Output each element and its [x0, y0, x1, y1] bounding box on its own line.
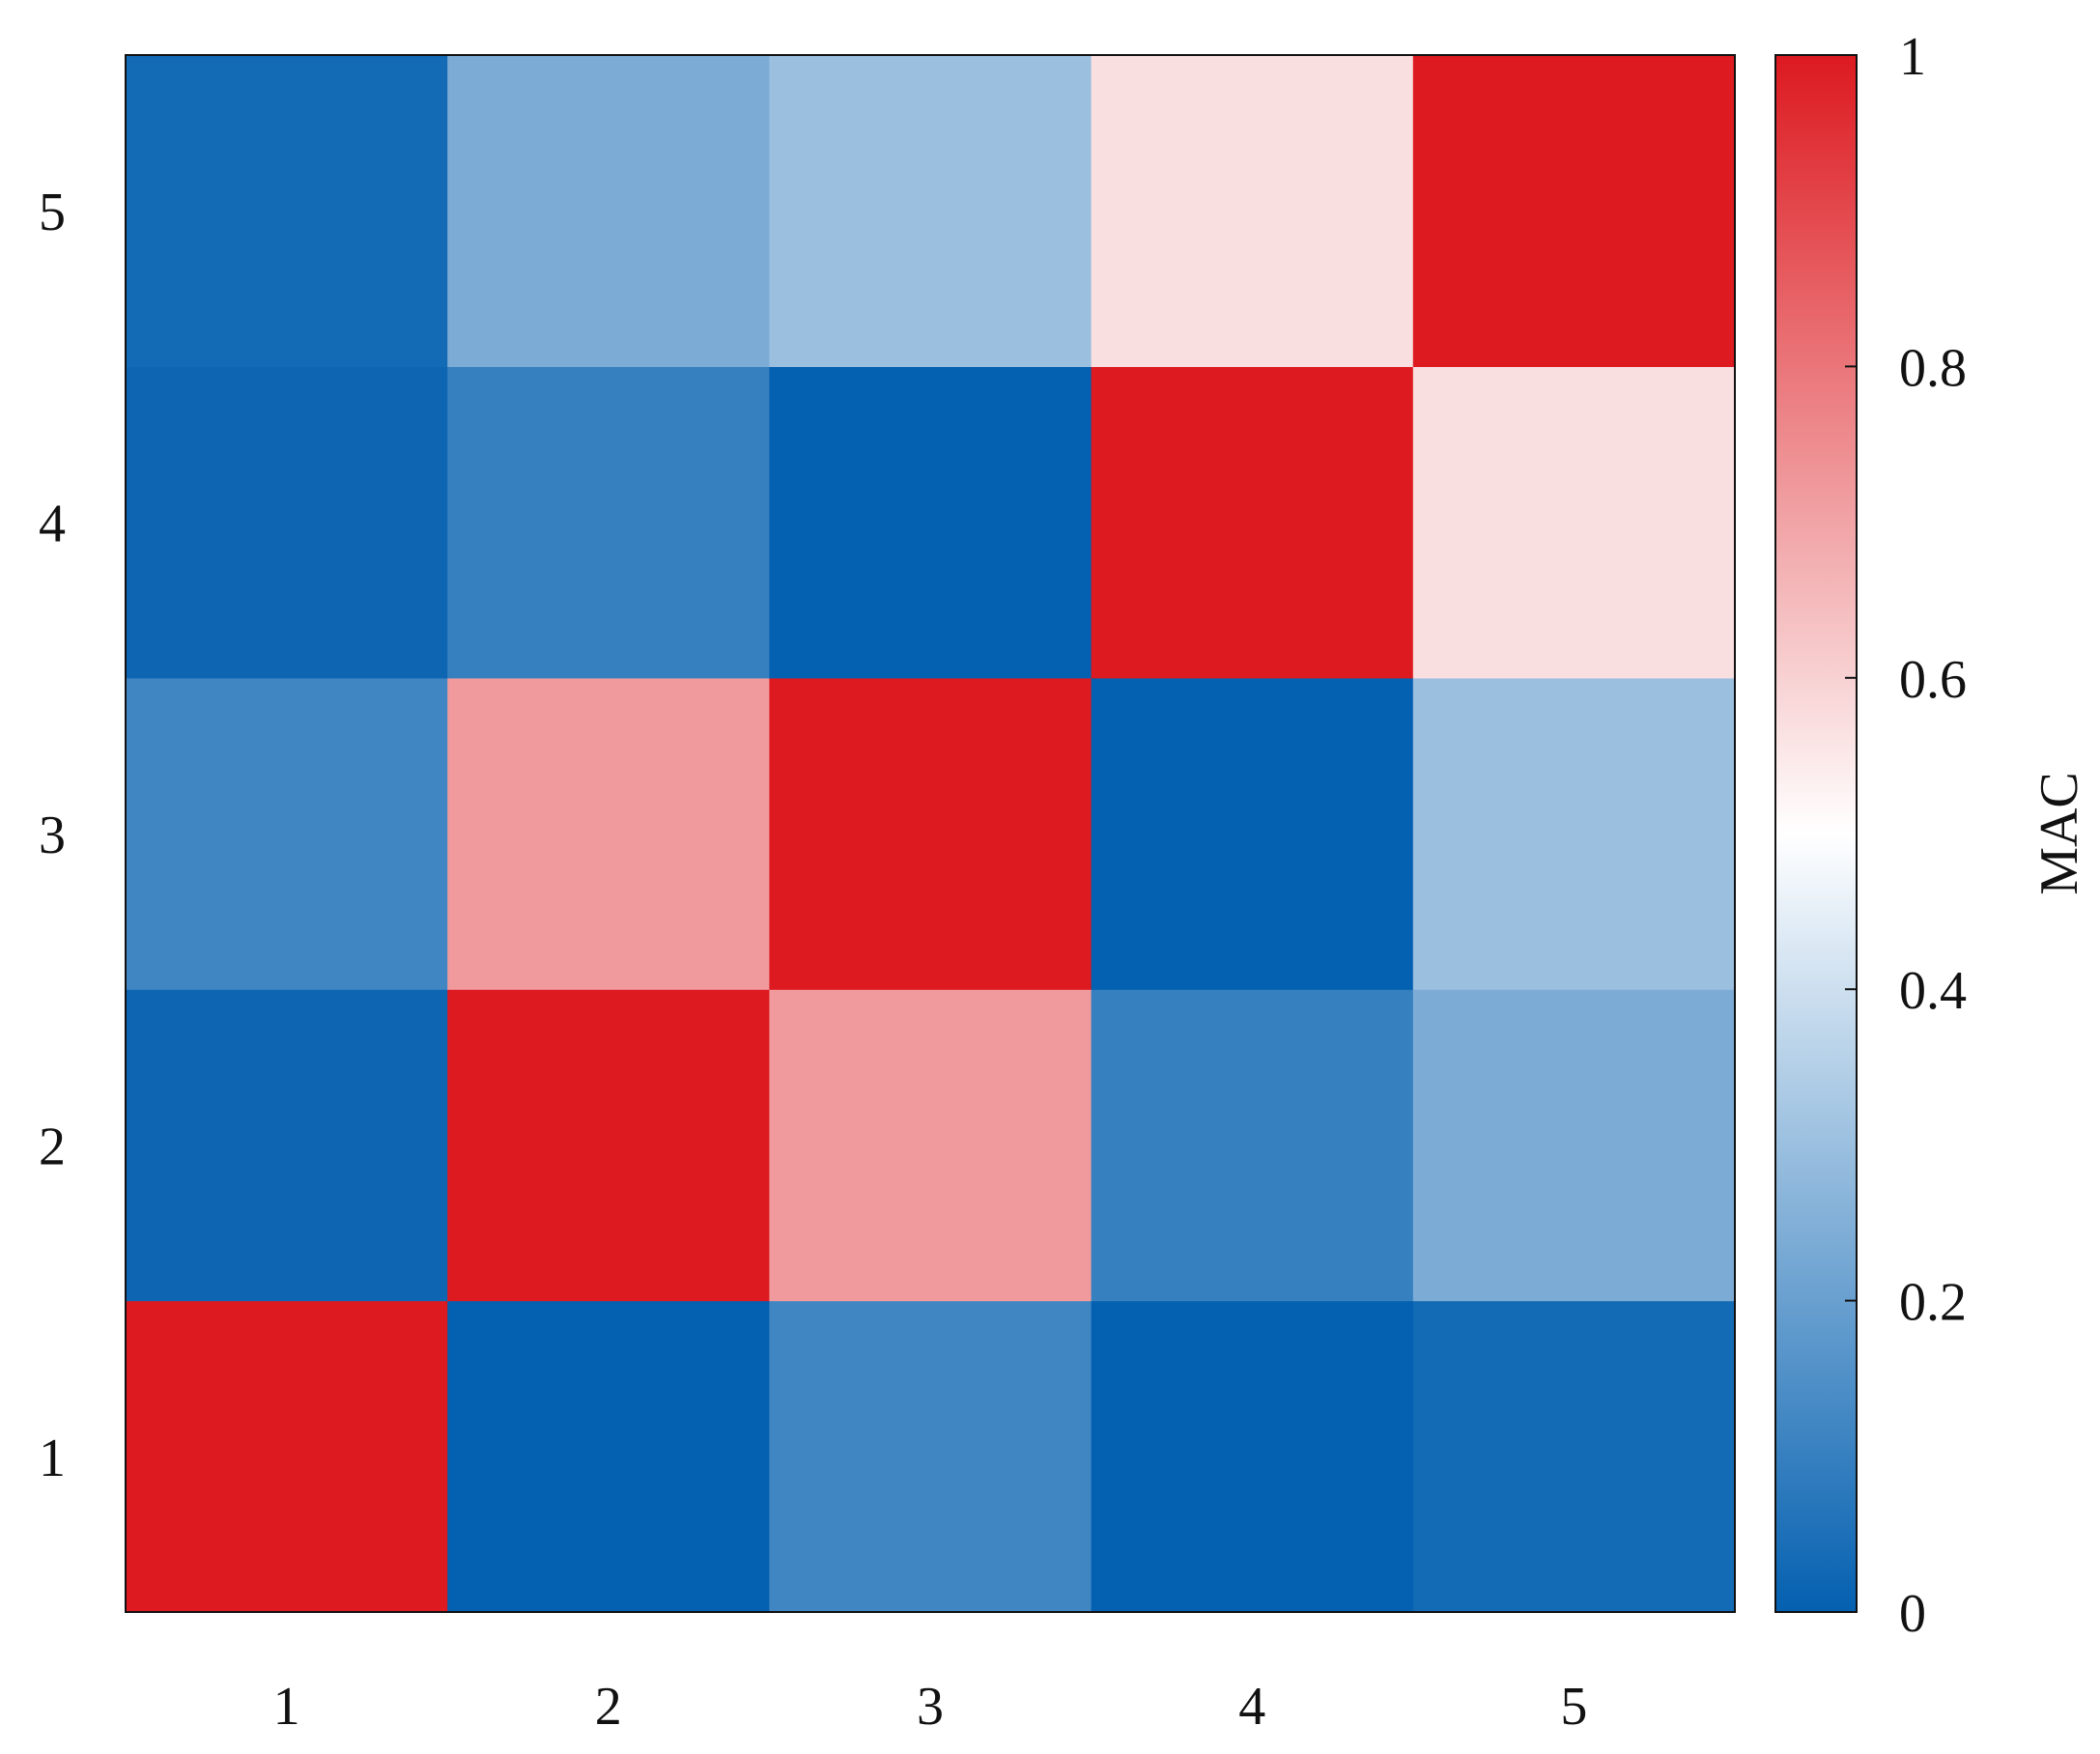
heatmap-cell-y1-x1 — [126, 1300, 448, 1613]
colorbar-title: MAC — [2029, 772, 2089, 895]
y-tick-label: 2 — [39, 1117, 66, 1176]
heatmap-cell-y4-x1 — [126, 366, 448, 679]
heatmap-cell-y5-x1 — [126, 55, 448, 367]
heatmap-cell-y3-x1 — [126, 677, 448, 990]
colorbar-tick-label: 0 — [1899, 1584, 1926, 1644]
colorbar-tick-label: 1 — [1899, 27, 1926, 87]
heatmap-cell-y3-x3 — [769, 677, 1093, 990]
x-tick-label: 5 — [1560, 1677, 1587, 1737]
x-tick-label: 4 — [1238, 1677, 1265, 1737]
heatmap-cell-y2-x1 — [126, 989, 448, 1302]
heatmap-cell-y2-x3 — [769, 989, 1093, 1302]
heatmap-cell-y5-x4 — [1091, 55, 1414, 367]
colorbar-tick-label: 0.2 — [1899, 1273, 1967, 1333]
heatmap-cell-y5-x3 — [769, 55, 1093, 367]
heatmap-cell-y1-x4 — [1091, 1300, 1414, 1613]
y-axis-ticks: 1 2 3 4 5 — [39, 183, 66, 1488]
colorbar — [1774, 54, 1858, 1613]
heatmap-cell-y5-x5 — [1412, 55, 1736, 367]
x-tick-label: 2 — [595, 1677, 622, 1737]
heatmap-cell-y4-x2 — [447, 366, 770, 679]
y-tick-label: 1 — [39, 1429, 66, 1488]
heatmap-cell-y4-x3 — [769, 366, 1093, 679]
heatmap-cell-y1-x5 — [1412, 1300, 1736, 1613]
y-tick-label: 4 — [39, 495, 66, 554]
heatmap-cell-y1-x3 — [769, 1300, 1093, 1613]
heatmap-cell-y3-x5 — [1412, 677, 1736, 990]
colorbar-tick-label: 0.8 — [1899, 338, 1967, 398]
heatmap-cell-y2-x4 — [1091, 989, 1414, 1302]
heatmap-cell-y4-x4 — [1091, 366, 1414, 679]
x-tick-label: 3 — [917, 1677, 944, 1737]
heatmap-cells — [126, 55, 1736, 1613]
colorbar-ticks: 0 0.2 0.4 0.6 0.8 1 — [1845, 27, 1967, 1644]
heatmap-cell-y2-x5 — [1412, 989, 1736, 1302]
plot-frame — [125, 54, 1736, 1613]
colorbar-tick-label: 0.6 — [1899, 650, 1967, 710]
heatmap-cell-y1-x2 — [447, 1300, 770, 1613]
x-axis-ticks: 1 2 3 4 5 — [273, 1677, 1588, 1737]
heatmap-cell-y3-x2 — [447, 677, 770, 990]
heatmap-cell-y4-x5 — [1412, 366, 1736, 679]
heatmap-cell-y3-x4 — [1091, 677, 1414, 990]
heatmap-cell-y2-x2 — [447, 989, 770, 1302]
x-tick-label: 1 — [273, 1677, 300, 1737]
heatmap-cell-y5-x2 — [447, 55, 770, 367]
y-tick-label: 5 — [39, 183, 66, 242]
colorbar-tick-label: 0.4 — [1899, 961, 1967, 1021]
y-tick-label: 3 — [39, 806, 66, 865]
